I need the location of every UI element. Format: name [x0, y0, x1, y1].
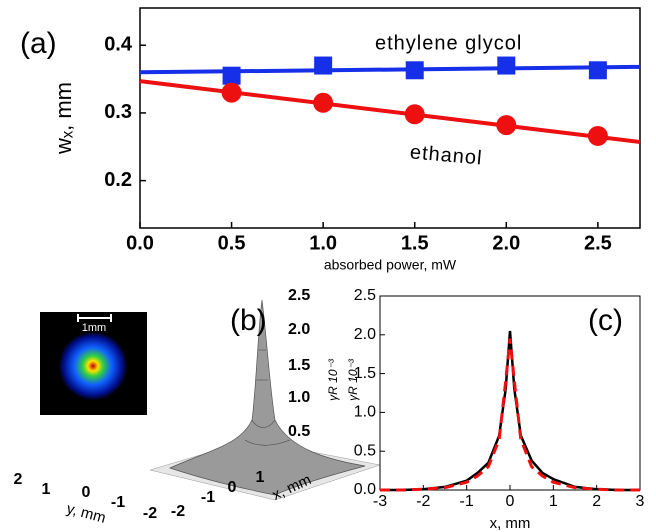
x-axis-label: x, mm: [490, 515, 531, 532]
series-line: [380, 331, 640, 490]
x-tick-label: -1: [201, 489, 215, 506]
y-tick-label: 2: [14, 471, 23, 488]
marker: [588, 126, 608, 146]
x-tick-label: 1: [256, 469, 265, 486]
y-tick-label: 0.2: [104, 169, 132, 191]
x-tick-label: 1: [549, 493, 558, 510]
x-tick-label: 0.5: [218, 232, 246, 254]
x-tick-label: 1.0: [309, 232, 337, 254]
y-tick-label: 0.3: [104, 101, 132, 123]
fit-line: [140, 81, 640, 142]
y-tick-label: -2: [143, 505, 157, 522]
x-tick-label: 2.5: [584, 232, 612, 254]
marker: [223, 67, 241, 85]
figure: (a) 0.0 0.5 1.0 1.5 2.0 2.5 0.2 0.3 0.4 absorbed p…: [0, 0, 656, 532]
x-tick-label: 2.0: [492, 232, 520, 254]
marker: [589, 61, 607, 79]
panel-label: (a): [20, 27, 57, 60]
marker: [405, 104, 425, 124]
z-axis-label: γR 10⁻³: [326, 358, 340, 401]
y-axis-label: wₓ, mm: [51, 82, 76, 155]
z-tick-label: 2.5: [288, 287, 310, 304]
panel-label: (c): [588, 304, 623, 337]
marker: [497, 57, 515, 75]
y-tick-label: 0: [82, 484, 91, 501]
x-tick-label: -2: [171, 503, 185, 520]
z-tick-label: 1.0: [288, 389, 310, 406]
y-axis-label: y, mm: [65, 500, 108, 527]
marker: [222, 83, 242, 103]
x-tick-label: 0.0: [126, 232, 154, 254]
x-tick-label: 0: [506, 493, 515, 510]
inset-label: 1mm: [82, 322, 106, 334]
x-tick-label: -2: [416, 493, 430, 510]
x-tick-label: 2: [592, 493, 601, 510]
x-tick-label: 0: [228, 479, 237, 496]
x-tick-label: 1.5: [401, 232, 429, 254]
y-tick-label: 0.4: [104, 34, 133, 56]
y-tick-label: 0.0: [354, 481, 376, 498]
series-line: [380, 339, 640, 490]
y-axis-label: γR 10⁻³: [346, 358, 360, 401]
x-tick-label: 3: [636, 493, 645, 510]
x-tick-label: -1: [460, 493, 474, 510]
legend-label: ethanol: [409, 141, 483, 169]
y-tick-label: -1: [111, 494, 125, 511]
y-tick-label: 2.0: [354, 326, 376, 343]
y-tick-label: 2.5: [354, 287, 376, 304]
legend-label: ethylene glycol: [375, 32, 522, 54]
panel-label: (b): [230, 304, 267, 337]
y-tick-label: 0.5: [354, 442, 376, 459]
marker: [496, 115, 516, 135]
marker: [313, 93, 333, 113]
y-tick-label: 1.0: [354, 404, 376, 421]
marker: [314, 57, 332, 75]
z-tick-label: 2.0: [288, 321, 310, 338]
x-axis-label: absorbed power, mW: [324, 257, 457, 273]
y-tick-label: 1: [42, 481, 51, 498]
z-tick-label: 1.5: [288, 357, 310, 374]
marker: [406, 61, 424, 79]
z-tick-label: 0.5: [288, 423, 310, 440]
fit-line: [140, 67, 640, 72]
